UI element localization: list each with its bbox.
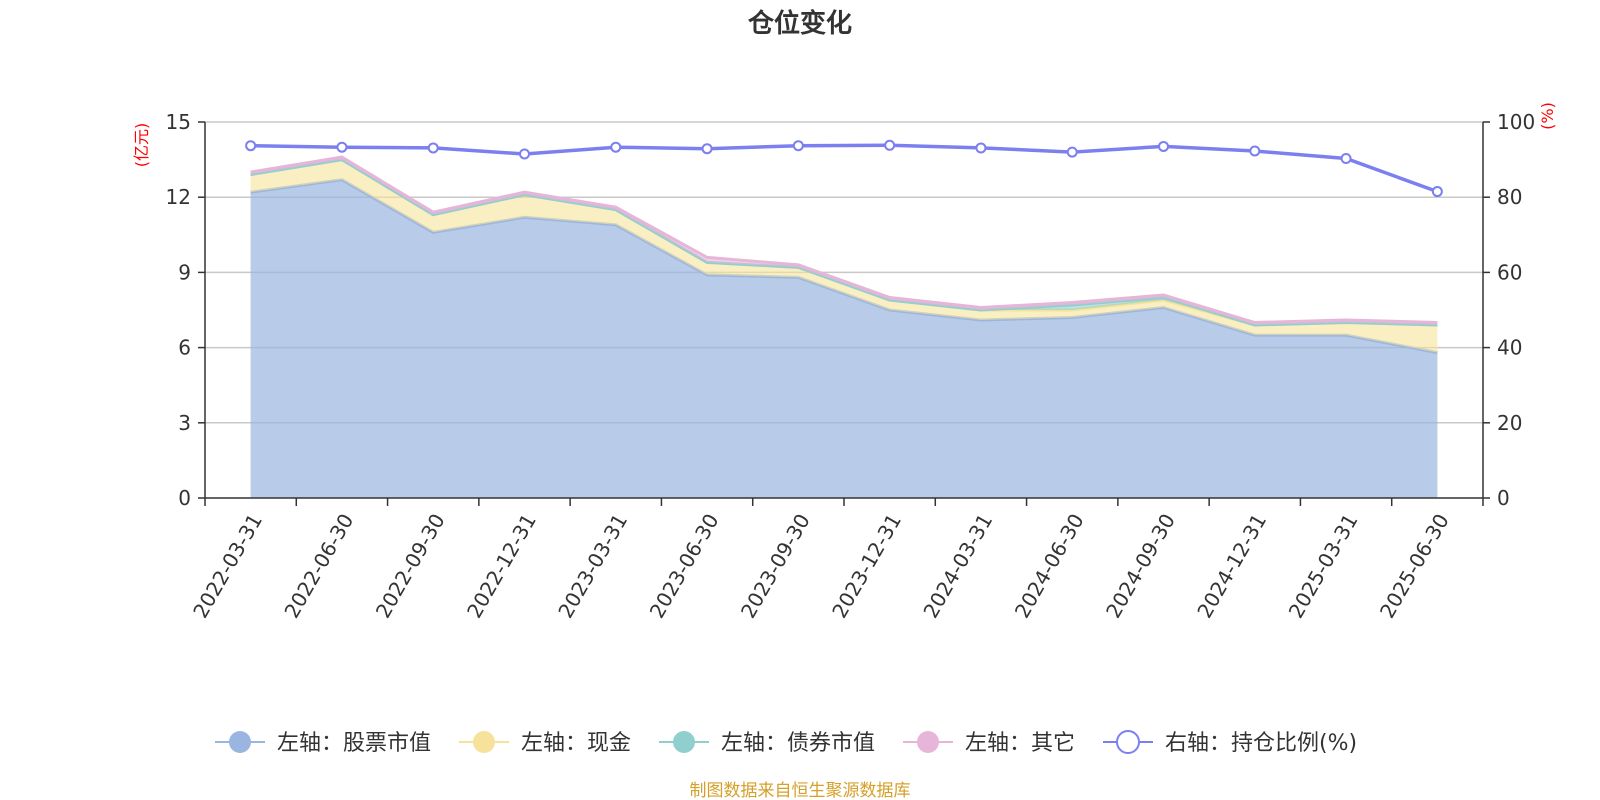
x-axis-tick-label: 2023-09-30 xyxy=(736,510,815,623)
x-axis-tick-label: 2022-09-30 xyxy=(371,509,450,622)
right-axis-unit: (%) xyxy=(1538,102,1557,130)
legend-marker xyxy=(917,731,939,753)
legend-marker xyxy=(673,731,695,753)
ratio-point[interactable] xyxy=(701,143,713,155)
ratio-point[interactable] xyxy=(427,142,439,154)
ratio-point[interactable] xyxy=(792,140,804,152)
stacked-areas xyxy=(250,155,1438,498)
ratio-line xyxy=(250,143,1438,194)
left-axis-tick-label: 12 xyxy=(166,185,191,209)
area-band-1 xyxy=(250,179,1438,498)
x-axis-tick-label: 2023-06-30 xyxy=(645,510,724,623)
ratio-point[interactable] xyxy=(1066,146,1078,158)
legend-item-4[interactable]: 左轴：其它 xyxy=(903,731,1075,756)
legend-item-2[interactable]: 左轴：现金 xyxy=(459,731,631,756)
ratio-point[interactable] xyxy=(975,142,987,154)
ratio-point[interactable] xyxy=(1431,186,1443,198)
left-axis-tick-label: 0 xyxy=(178,486,191,510)
right-axis-tick-label: 80 xyxy=(1497,185,1522,209)
left-axis-tick-label: 3 xyxy=(178,411,191,435)
legend-label: 左轴：现金 xyxy=(521,731,631,756)
right-axis-tick-label: 20 xyxy=(1497,411,1522,435)
area-band-2 xyxy=(250,159,1438,353)
legend-label: 左轴：股票市值 xyxy=(277,731,431,756)
ratio-line-layer xyxy=(245,139,1443,198)
legend-marker xyxy=(473,731,495,753)
ratio-point[interactable] xyxy=(245,140,257,152)
left-axis-unit: (亿元) xyxy=(132,123,151,168)
x-axis-tick-label: 2025-06-30 xyxy=(1375,510,1454,623)
legend-marker xyxy=(229,731,251,753)
legend-label: 右轴：持仓比例(%) xyxy=(1165,731,1357,756)
x-axis-tick-label: 2022-12-31 xyxy=(462,510,541,623)
x-axis-tick-label: 2024-09-30 xyxy=(1101,510,1180,623)
legend-item-3[interactable]: 左轴：债券市值 xyxy=(659,731,875,756)
x-axis-tick-label: 2022-03-31 xyxy=(188,509,267,622)
right-axis-tick-label: 60 xyxy=(1497,260,1522,284)
x-axis-tick-label: 2023-12-31 xyxy=(827,509,906,622)
ratio-point[interactable] xyxy=(336,141,348,153)
x-axis-tick-label: 2024-12-31 xyxy=(1192,510,1271,623)
legend-marker xyxy=(1116,730,1140,754)
legend[interactable]: 左轴：股票市值 左轴：现金 左轴：债券市值 左轴：其它 右轴：持仓比例(%) xyxy=(215,730,1357,756)
right-axis-tick-label: 100 xyxy=(1497,110,1535,134)
left-axis-tick-label: 15 xyxy=(166,110,191,134)
x-axis-tick-label: 2023-03-31 xyxy=(553,510,632,623)
data-source-note: 制图数据来自恒生聚源数据库 xyxy=(690,781,911,800)
ratio-point[interactable] xyxy=(884,139,896,151)
ratio-point[interactable] xyxy=(610,141,622,153)
legend-label: 左轴：其它 xyxy=(965,731,1075,756)
x-axis-tick-label: 2025-03-31 xyxy=(1284,510,1363,623)
x-axis-tick-label: 2022-06-30 xyxy=(279,509,358,622)
legend-item-1[interactable]: 左轴：股票市值 xyxy=(215,731,431,756)
x-axis-tick-label: 2024-03-31 xyxy=(918,509,997,622)
ratio-point[interactable] xyxy=(1340,152,1352,164)
ratio-point[interactable] xyxy=(519,148,530,160)
right-axis-tick-label: 40 xyxy=(1497,336,1522,360)
legend-label: 左轴：债券市值 xyxy=(721,731,875,756)
ratio-point[interactable] xyxy=(1249,145,1261,157)
chart-title: 仓位变化 xyxy=(747,8,852,39)
x-axis-tick-label: 2024-06-30 xyxy=(1010,509,1089,622)
left-axis-tick-label: 9 xyxy=(178,260,191,284)
right-axis-tick-label: 0 xyxy=(1497,486,1510,510)
legend-item-5[interactable]: 右轴：持仓比例(%) xyxy=(1103,730,1357,756)
area-edge-4 xyxy=(250,155,1438,325)
ratio-point[interactable] xyxy=(1158,140,1169,152)
left-axis-tick-label: 6 xyxy=(178,336,191,360)
